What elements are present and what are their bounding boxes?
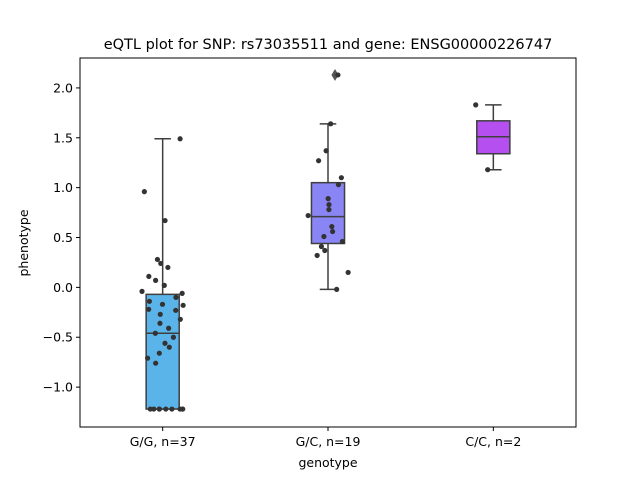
y-tick-label: 0.0 xyxy=(53,280,73,295)
data-point xyxy=(166,344,172,350)
data-point xyxy=(318,243,325,250)
data-point xyxy=(146,298,153,304)
y-tick-label: 1.0 xyxy=(53,180,73,195)
data-point xyxy=(159,301,166,307)
data-point xyxy=(145,355,151,361)
x-axis-label: genotype xyxy=(298,455,357,470)
data-point xyxy=(334,286,340,292)
boxes-layer xyxy=(145,68,511,410)
data-point xyxy=(177,406,183,412)
data-point xyxy=(169,406,175,412)
y-axis: −1.0 −0.5 0.0 0.5 1.0 1.5 2.0 xyxy=(43,80,80,395)
x-tick-label: C/C, n=2 xyxy=(465,434,521,449)
data-point xyxy=(173,294,179,300)
data-point xyxy=(162,340,168,346)
data-point xyxy=(338,175,344,181)
data-point xyxy=(157,320,163,326)
data-point xyxy=(177,136,183,142)
data-point xyxy=(339,238,346,245)
data-point xyxy=(156,406,162,412)
data-point xyxy=(179,290,185,296)
data-point xyxy=(154,256,161,263)
chart-title: eQTL plot for SNP: rs73035511 and gene: … xyxy=(104,37,553,53)
data-point xyxy=(328,121,334,127)
data-point xyxy=(163,406,169,412)
data-point xyxy=(329,223,335,230)
y-tick-label: 2.0 xyxy=(53,80,73,95)
data-point xyxy=(326,206,332,213)
points-layer xyxy=(139,72,491,412)
y-axis-label: phenotype xyxy=(16,209,31,276)
data-point xyxy=(158,260,164,267)
y-tick-label: 1.5 xyxy=(53,130,73,145)
data-point xyxy=(485,167,491,173)
data-point xyxy=(165,264,171,271)
data-point xyxy=(335,72,341,78)
data-point xyxy=(170,334,177,340)
data-point xyxy=(345,269,351,276)
data-point xyxy=(157,311,163,317)
y-tick-label: −0.5 xyxy=(43,330,73,345)
x-tick-label: G/G, n=37 xyxy=(130,434,196,449)
data-point xyxy=(173,307,179,313)
data-point xyxy=(321,233,327,240)
data-point xyxy=(335,182,342,188)
box-iqr xyxy=(145,293,180,410)
data-point xyxy=(141,189,147,195)
data-point xyxy=(180,302,186,308)
y-tick-label: 0.5 xyxy=(53,230,73,245)
data-point xyxy=(325,196,331,202)
data-point xyxy=(139,288,145,294)
data-point xyxy=(153,360,159,366)
data-point xyxy=(156,350,162,356)
data-point xyxy=(314,252,320,259)
data-point xyxy=(153,277,159,283)
x-tick-label: G/C, n=19 xyxy=(296,434,361,449)
data-point xyxy=(162,217,168,224)
data-point xyxy=(177,316,183,322)
data-point xyxy=(166,325,172,331)
data-point xyxy=(323,148,329,154)
data-point xyxy=(326,202,332,208)
y-tick-label: −1.0 xyxy=(43,380,73,395)
data-point xyxy=(305,212,311,219)
data-point xyxy=(322,247,328,254)
data-point xyxy=(152,330,158,336)
data-point xyxy=(161,282,167,288)
data-point xyxy=(473,102,479,108)
data-point xyxy=(147,406,153,412)
box-iqr xyxy=(310,181,346,245)
x-axis: G/G, n=37 G/C, n=19 C/C, n=2 xyxy=(130,427,521,449)
data-point xyxy=(315,158,322,164)
data-point xyxy=(146,306,152,312)
data-point xyxy=(329,228,336,235)
data-point xyxy=(146,273,152,280)
